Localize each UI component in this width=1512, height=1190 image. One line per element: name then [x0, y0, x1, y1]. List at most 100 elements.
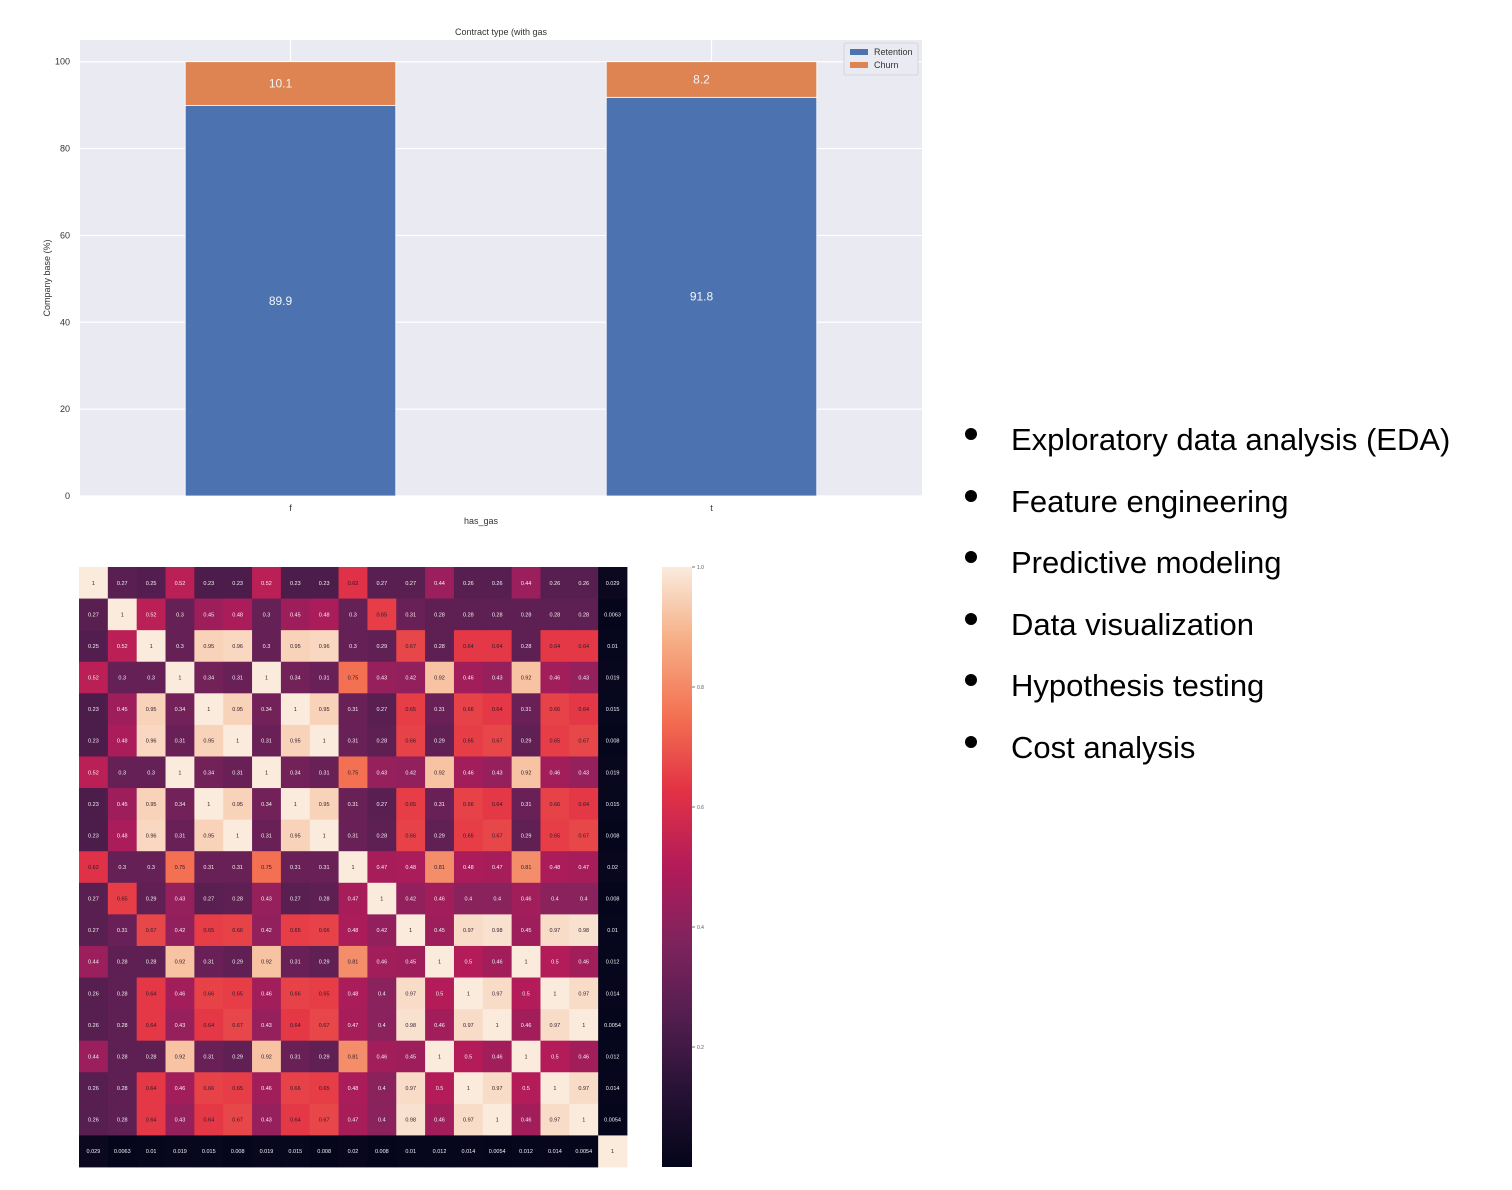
heatmap-cell	[396, 788, 426, 821]
heatmap-cell	[540, 819, 570, 852]
cell-value: 0.48	[117, 833, 128, 839]
cell-value: 0.26	[578, 581, 589, 587]
cell-value: 0.97	[578, 991, 589, 997]
heatmap-cell	[425, 598, 455, 631]
heatmap-cell	[425, 945, 455, 978]
cell-value: 1	[207, 707, 210, 713]
heatmap-cell	[280, 945, 311, 978]
cell-value: 0.45	[203, 612, 214, 618]
heatmap-cell	[396, 661, 426, 694]
colorbar-tick-label: 0.2	[697, 1045, 704, 1051]
heatmap-cell	[453, 724, 484, 757]
cell-value: 0.3	[349, 644, 357, 650]
cell-value: 0.46	[578, 960, 589, 966]
cell-value: 0.66	[550, 707, 561, 713]
heatmap-cell	[425, 977, 455, 1010]
heatmap-cell	[107, 1009, 138, 1042]
cell-value: 0.48	[232, 612, 243, 618]
cell-value: 0.67	[319, 1023, 330, 1029]
cell-value: 0.46	[550, 770, 561, 776]
cell-value: 0.97	[405, 1086, 416, 1092]
skill-item: Feature engineering	[960, 480, 1450, 542]
cell-value: 0.5	[465, 1054, 473, 1060]
heatmap-cell	[223, 1040, 253, 1073]
heatmap-cell	[367, 882, 397, 915]
cell-value: 0.01	[146, 1149, 157, 1155]
heatmap-cell	[338, 788, 368, 821]
cell-value: 0.27	[376, 707, 387, 713]
heatmap-cell	[367, 630, 397, 663]
cell-value: 0.008	[231, 1149, 245, 1155]
heatmap-cell	[367, 1072, 397, 1105]
heatmap-cell	[511, 945, 541, 978]
heatmap-cell	[309, 851, 339, 884]
cell-value: 0.47	[348, 897, 359, 903]
cell-value: 1	[294, 707, 297, 713]
heatmap-cell	[396, 914, 426, 947]
heatmap-cell	[482, 693, 513, 726]
heatmap-cell	[223, 945, 253, 978]
heatmap-cell	[598, 598, 628, 631]
cell-value: 0.28	[146, 960, 157, 966]
heatmap-cell	[252, 945, 282, 978]
cell-value: 0.65	[463, 739, 474, 745]
heatmap-cell	[165, 882, 195, 915]
heatmap-cell	[252, 598, 282, 631]
cell-value: 0.92	[434, 676, 445, 682]
heatmap-cell	[569, 819, 599, 852]
cell-value: 0.23	[88, 739, 99, 745]
heatmap-cell	[482, 598, 513, 631]
heatmap-cell	[367, 661, 397, 694]
heatmap-cell	[453, 1135, 484, 1168]
cell-value: 0.66	[463, 707, 474, 713]
heatmap-cell	[598, 819, 628, 852]
cell-value: 0.31	[348, 739, 359, 745]
cell-value: 0.96	[319, 644, 330, 650]
heatmap-cell	[482, 882, 513, 915]
heatmap-cell	[280, 819, 311, 852]
heatmap-cell	[252, 1135, 282, 1168]
cell-value: 0.48	[348, 928, 359, 934]
heatmap-cell	[107, 914, 138, 947]
cell-value: 0.29	[319, 960, 330, 966]
heatmap-cell	[165, 567, 195, 599]
cell-value: 0.67	[232, 1023, 243, 1029]
cell-value: 0.96	[146, 833, 157, 839]
cell-value: 0.02	[348, 1149, 359, 1155]
cell-value: 0.3	[147, 676, 155, 682]
heatmap-cell	[165, 630, 195, 663]
heatmap-cell	[107, 945, 138, 978]
heatmap-cell	[511, 882, 541, 915]
cell-value: 0.44	[521, 581, 532, 587]
heatmap-cell	[136, 1072, 166, 1105]
heatmap-cell	[482, 724, 513, 757]
heatmap-cell	[252, 819, 282, 852]
heatmap-cell	[511, 914, 541, 947]
colorbar-tick-label: 1.0	[697, 565, 704, 571]
heatmap-cell	[598, 788, 628, 821]
heatmap-cell	[540, 756, 570, 789]
heatmap-cell	[280, 977, 311, 1010]
heatmap-cell	[338, 567, 368, 599]
heatmap-cell	[194, 788, 224, 821]
cell-value: 0.65	[463, 833, 474, 839]
heatmap-cell	[280, 630, 311, 663]
cell-value: 0.46	[463, 676, 474, 682]
heatmap-cell	[107, 977, 138, 1010]
cell-value: 0.97	[578, 1086, 589, 1092]
heatmap-cell	[107, 1135, 138, 1168]
cell-value: 0.95	[232, 707, 243, 713]
heatmap-cell	[252, 756, 282, 789]
cell-value: 0.5	[522, 991, 530, 997]
cell-value: 0.015	[606, 707, 620, 713]
heatmap-cell	[540, 945, 570, 978]
cell-value: 0.015	[606, 802, 620, 808]
cell-value: 0.46	[521, 1023, 532, 1029]
cell-value: 0.27	[88, 897, 99, 903]
cell-value: 0.64	[492, 802, 503, 808]
heatmap-cell	[425, 851, 455, 884]
cell-value: 0.45	[405, 1054, 416, 1060]
heatmap-cell	[79, 1135, 109, 1168]
cell-value: 0.5	[522, 1086, 530, 1092]
cell-value: 0.31	[434, 707, 445, 713]
